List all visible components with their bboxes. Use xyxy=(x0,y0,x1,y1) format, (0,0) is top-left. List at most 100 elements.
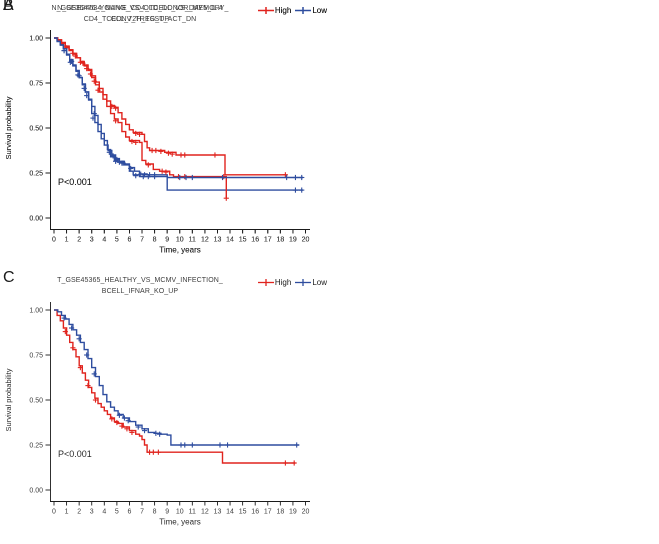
censor-marks-high xyxy=(63,45,229,201)
legend-marker-low-icon xyxy=(295,7,312,14)
svg-text:18: 18 xyxy=(276,509,284,516)
svg-text:0.00: 0.00 xyxy=(29,216,43,223)
svg-text:15: 15 xyxy=(239,509,247,516)
svg-text:20: 20 xyxy=(302,237,310,244)
svg-text:1: 1 xyxy=(65,237,69,244)
svg-text:Survival probability: Survival probability xyxy=(4,96,13,159)
panel-b: 0.00 0.25 0.50 0.75 1.00 0 1 2 3 4 5 6 7 8 9 10 11 12 13 14… xyxy=(0,0,330,272)
svg-text:1.00: 1.00 xyxy=(29,308,43,315)
legend-label-low: Low xyxy=(312,6,327,15)
svg-text:Time, years: Time, years xyxy=(159,246,201,255)
legend-marker-low-icon xyxy=(295,279,312,286)
svg-text:17: 17 xyxy=(264,509,272,516)
legend-label-low: Low xyxy=(312,6,327,15)
svg-text:5: 5 xyxy=(115,237,119,244)
panel-a-p-value: P<0.001 xyxy=(58,177,92,187)
svg-text:9: 9 xyxy=(165,237,169,244)
svg-text:9: 9 xyxy=(165,237,169,244)
svg-text:14: 14 xyxy=(226,237,234,244)
censor-marks-low xyxy=(61,315,300,448)
survival-curve-low xyxy=(54,37,303,179)
panel-c-title-line2: BCELL_IFNAR_KO_UP xyxy=(101,288,179,295)
panel-c-title-line1: T_GSE45365_HEALTHY_VS_MCMV_INFECTION_ xyxy=(57,277,223,284)
svg-text:0: 0 xyxy=(52,237,56,244)
svg-text:17: 17 xyxy=(264,237,272,244)
svg-text:4: 4 xyxy=(102,237,106,244)
svg-text:8: 8 xyxy=(153,237,157,244)
axes xyxy=(45,302,310,506)
panel-b-title-line1: N_GSE36476_YOUNG_VS_OLD_DONOR_MEMORY_ xyxy=(51,5,229,12)
svg-text:1.00: 1.00 xyxy=(29,36,43,43)
legend-item-low: Low xyxy=(295,278,327,287)
legend-marker-high-icon xyxy=(257,279,274,286)
svg-text:18: 18 xyxy=(276,237,284,244)
svg-text:0.25: 0.25 xyxy=(29,171,43,178)
legend-item-high: High xyxy=(257,278,291,287)
panel-a-title: N_GSE24634_NAIVE_CD4_TCELL_VS_DAY5_IL 4 … xyxy=(20,3,260,25)
svg-text:5: 5 xyxy=(115,237,119,244)
panel-c: 0.00 0.25 0.50 0.75 1.00 0 1 2 3 4 5 6 7 8 9 10 11 12 13 14… xyxy=(0,269,330,544)
svg-text:Time, years: Time, years xyxy=(159,246,201,255)
svg-text:1: 1 xyxy=(65,509,69,516)
svg-text:16: 16 xyxy=(251,237,259,244)
panel-b-legend: High Low xyxy=(257,6,327,15)
svg-text:1: 1 xyxy=(65,237,69,244)
svg-text:6: 6 xyxy=(127,237,131,244)
svg-text:10: 10 xyxy=(176,509,184,516)
svg-text:0.50: 0.50 xyxy=(29,126,43,133)
svg-text:2: 2 xyxy=(77,237,81,244)
svg-text:20: 20 xyxy=(302,237,310,244)
svg-text:3: 3 xyxy=(90,509,94,516)
svg-text:4: 4 xyxy=(102,237,106,244)
svg-text:19: 19 xyxy=(289,509,297,516)
svg-text:7: 7 xyxy=(140,509,144,516)
svg-text:8: 8 xyxy=(153,237,157,244)
survival-curve-high xyxy=(54,37,227,199)
panel-b-p-value: P<0.001 xyxy=(58,177,92,187)
svg-text:7: 7 xyxy=(140,237,144,244)
svg-text:Survival probability: Survival probability xyxy=(4,368,13,431)
svg-text:7: 7 xyxy=(140,237,144,244)
legend-label-low: Low xyxy=(312,278,327,287)
svg-text:1.00: 1.00 xyxy=(29,36,43,43)
svg-text:6: 6 xyxy=(127,509,131,516)
svg-text:13: 13 xyxy=(214,237,222,244)
panel-b-title: N_GSE36476_YOUNG_VS_OLD_DONOR_MEMORY_ CD… xyxy=(20,3,260,25)
svg-text:0.75: 0.75 xyxy=(29,81,43,88)
svg-text:9: 9 xyxy=(165,509,169,516)
svg-text:Survival probability: Survival probability xyxy=(4,96,13,159)
svg-text:12: 12 xyxy=(201,509,209,516)
axes xyxy=(45,30,310,234)
svg-text:19: 19 xyxy=(289,237,297,244)
svg-text:15: 15 xyxy=(239,237,247,244)
svg-text:0.25: 0.25 xyxy=(29,171,43,178)
panel-b-label: B xyxy=(3,0,14,14)
legend-label-high: High xyxy=(274,6,292,15)
svg-text:18: 18 xyxy=(276,237,284,244)
censor-marks-high xyxy=(62,329,297,466)
svg-text:0.75: 0.75 xyxy=(29,81,43,88)
panel-c-title: T_GSE45365_HEALTHY_VS_MCMV_INFECTION_ BC… xyxy=(20,275,260,297)
svg-text:3: 3 xyxy=(90,237,94,244)
svg-text:0.75: 0.75 xyxy=(29,353,43,360)
svg-text:14: 14 xyxy=(226,509,234,516)
svg-text:17: 17 xyxy=(264,237,272,244)
svg-text:11: 11 xyxy=(189,509,196,516)
panel-b-title-line2: CD4_TCELL_72H_TSST_ACT_DN xyxy=(83,16,197,23)
svg-text:3: 3 xyxy=(90,237,94,244)
panel-a-label: A xyxy=(3,0,14,14)
svg-text:6: 6 xyxy=(127,237,131,244)
svg-text:14: 14 xyxy=(226,237,234,244)
svg-text:19: 19 xyxy=(289,237,297,244)
km-plot-c: 0.000.250.500.751.000 1 2 3 4 5 6 7 8 9 10 11 12 13 14… xyxy=(4,302,310,527)
svg-text:2: 2 xyxy=(77,237,81,244)
svg-text:16: 16 xyxy=(251,509,259,516)
svg-text:0.50: 0.50 xyxy=(29,398,43,405)
svg-text:10: 10 xyxy=(176,237,184,244)
panel-c-p-value: P<0.001 xyxy=(58,449,92,459)
survival-curve-low xyxy=(54,309,300,446)
svg-text:13: 13 xyxy=(214,509,222,516)
km-plot-b: 0.000.250.500.751.000 1 2 3 4 5 6 7 8 9 10 11 12 13 14… xyxy=(4,30,310,255)
svg-text:0.00: 0.00 xyxy=(29,488,43,495)
